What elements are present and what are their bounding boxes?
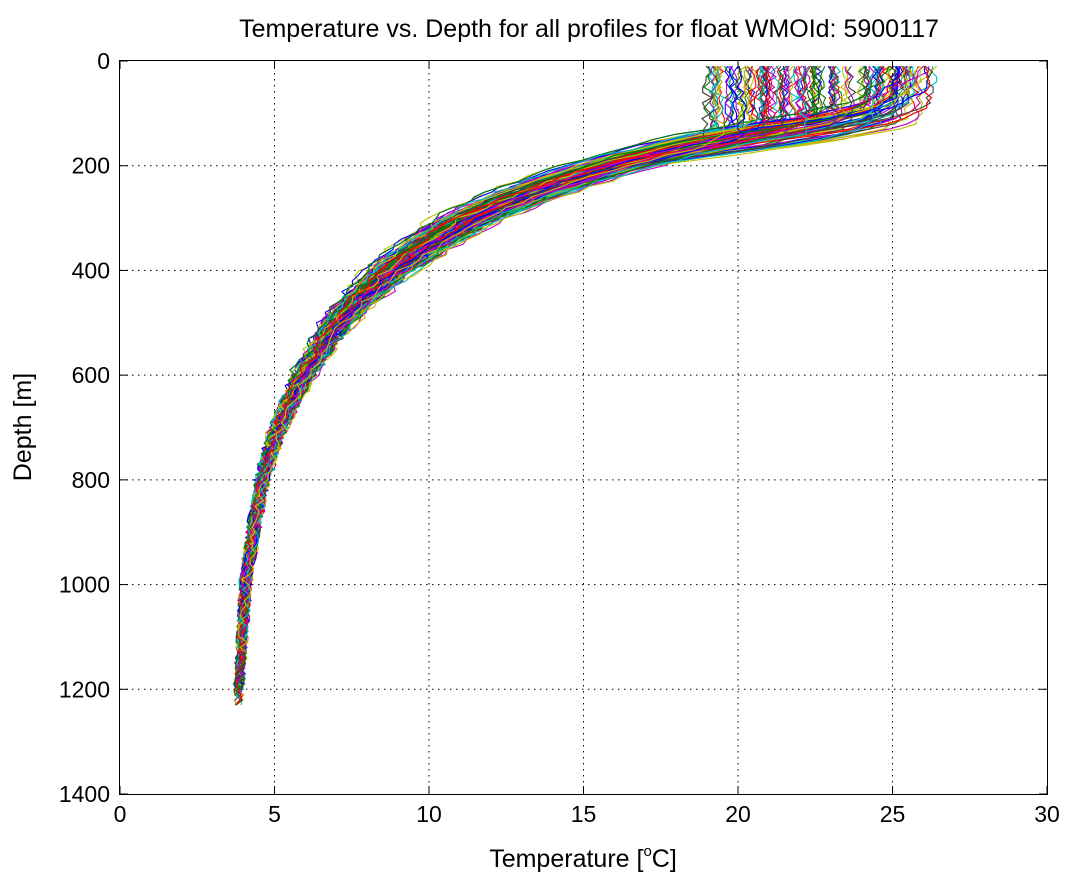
profile-line (235, 66, 840, 679)
y-tick-label: 400 (72, 257, 110, 283)
profile-line (237, 65, 901, 643)
profile-line (235, 65, 875, 690)
profile-line (234, 66, 922, 674)
profile-line (233, 65, 912, 695)
x-tick-label: 10 (416, 801, 442, 827)
profile-line (234, 65, 901, 685)
profile-line (244, 65, 749, 570)
y-tick-label: 600 (72, 362, 110, 388)
y-tick-label: 800 (72, 467, 110, 493)
profile-line (238, 65, 857, 669)
profile-line (234, 66, 820, 706)
profile-line (234, 66, 771, 706)
profile-line (232, 65, 898, 695)
x-axis-label: Temperature [oC] (489, 843, 677, 873)
y-tick-label: 200 (72, 153, 110, 179)
plot-frame (119, 60, 1048, 795)
profile-line (236, 65, 933, 659)
profile-line (235, 66, 840, 679)
profile-line (237, 65, 938, 638)
profile-line (234, 65, 791, 690)
x-tick-label: 20 (725, 801, 751, 827)
profile-line (234, 65, 904, 664)
profile-line (238, 65, 910, 617)
profile-line (234, 66, 916, 690)
chart-title: Temperature vs. Depth for all profiles f… (239, 15, 939, 43)
profile-line (234, 66, 771, 706)
profile-line (235, 65, 882, 695)
profile-line (235, 66, 806, 685)
y-tick-label: 1000 (59, 572, 110, 598)
profile-line (235, 65, 820, 690)
profile-line (236, 66, 899, 664)
axis-ticks: 0 5 10 15 20 25 30 0 200 400 600 800 1000 1200 1400 (59, 48, 1060, 827)
profile-line (233, 65, 890, 690)
profile-line (232, 65, 784, 695)
profile-line (238, 65, 910, 638)
profile-line (236, 65, 933, 659)
profile-line (237, 65, 885, 643)
y-axis-label: Depth [m] (9, 373, 37, 481)
profile-line (237, 66, 809, 643)
profile-line (236, 65, 924, 653)
profile-line (233, 65, 890, 690)
x-tick-label: 25 (880, 801, 906, 827)
profile-line (245, 65, 715, 570)
profile-line (233, 66, 816, 701)
y-tick-label: 1200 (59, 676, 110, 702)
profile-line (237, 66, 807, 664)
profile-lines (232, 65, 938, 706)
x-tick-label: 30 (1034, 801, 1060, 827)
profile-line (237, 65, 868, 648)
profile-line (236, 66, 793, 695)
profile-line (236, 65, 934, 643)
profile-line (240, 65, 900, 627)
profile-line (239, 65, 883, 637)
profile-line (237, 65, 725, 654)
profile-line (234, 65, 791, 690)
profile-line (237, 65, 886, 643)
profile-line (243, 66, 872, 559)
x-tick-label: 0 (114, 801, 127, 827)
profile-line (238, 66, 903, 632)
y-tick-label: 0 (97, 48, 110, 74)
x-tick-label: 5 (268, 801, 281, 827)
x-tick-label: 15 (571, 801, 597, 827)
y-tick-label: 1400 (59, 781, 110, 807)
profile-line (237, 65, 909, 674)
